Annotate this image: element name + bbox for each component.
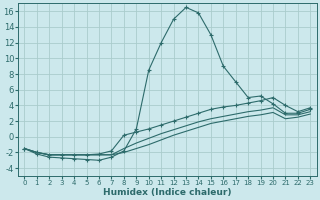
X-axis label: Humidex (Indice chaleur): Humidex (Indice chaleur) xyxy=(103,188,232,197)
